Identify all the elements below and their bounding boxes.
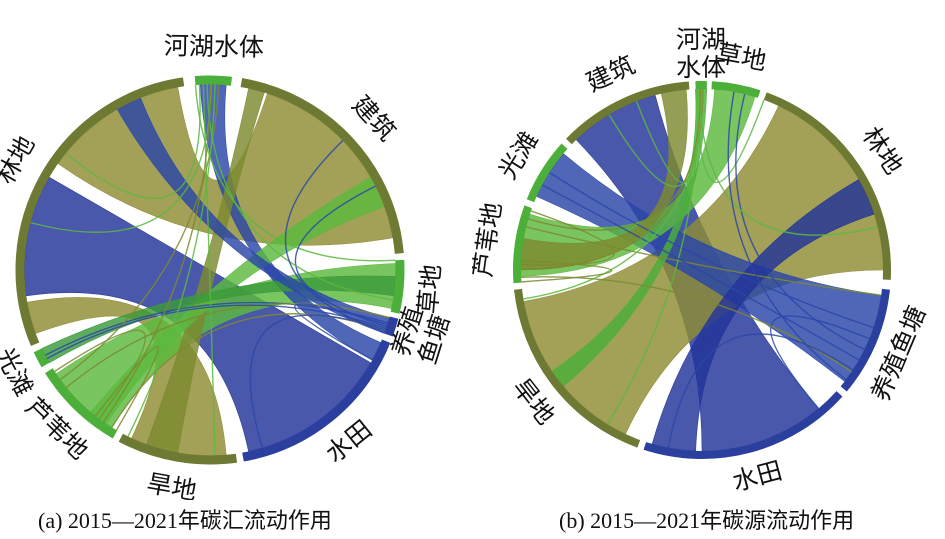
arc-caodi	[390, 259, 405, 314]
flow-streak	[667, 333, 854, 448]
arc-yangzhi	[384, 316, 399, 337]
label-shuitian: 水田	[729, 456, 785, 497]
flow-ribbon-yangzhi-lindi	[116, 97, 390, 334]
label-jianzhu: 建筑	[346, 90, 401, 146]
flow-streak	[521, 259, 613, 283]
flow-streak	[94, 345, 160, 431]
flow-streak	[194, 85, 396, 262]
flow-streak	[65, 303, 390, 388]
flow-streaks	[520, 88, 882, 448]
flow-streak	[127, 84, 216, 437]
label-handi: 旱地	[145, 469, 199, 500]
flow-ribbon-guangtan-caodi	[41, 275, 396, 364]
label-lindi: 林地	[857, 122, 909, 180]
label-luwei: 芦苇地	[472, 201, 507, 279]
flow-streak	[520, 89, 702, 270]
flow-streak	[65, 84, 201, 200]
flow-streak	[770, 315, 870, 409]
flow-streak	[54, 329, 146, 420]
arc-handi	[514, 288, 641, 448]
arc-lindi	[15, 77, 185, 346]
caption-a: (a) 2015—2021年碳汇流动作用	[38, 508, 332, 533]
flow-ribbon-hehu-handi	[551, 88, 708, 387]
flow-streak	[30, 84, 212, 233]
flow-streak	[526, 226, 882, 297]
arc-shuitian	[643, 391, 843, 459]
label-guangtan: 光滩	[0, 343, 39, 401]
flow-streak	[206, 84, 394, 301]
arc-hehu	[194, 75, 233, 86]
label-hehu: 河湖水体	[676, 25, 726, 82]
flow-streak	[523, 88, 703, 300]
flow-ribbon-jianzhu-luwei	[520, 89, 688, 271]
arc-caodi	[711, 81, 761, 98]
flow-streak	[46, 304, 387, 360]
flow-streak	[202, 84, 216, 456]
label-lindi: 林地	[0, 131, 40, 189]
arc-jianzhu	[240, 78, 404, 254]
arc-jianzhu	[566, 81, 690, 145]
flow-ribbon-yangzhi-guangtan	[536, 153, 882, 382]
arc-yangzhi	[840, 288, 890, 392]
arc-shuitian	[242, 339, 391, 462]
category-arcs	[513, 81, 891, 459]
flow-streak	[102, 84, 212, 423]
flow-streak	[521, 210, 615, 266]
flow-streak	[727, 91, 847, 381]
arc-luwei	[513, 205, 532, 284]
arc-handi	[118, 433, 238, 465]
flow-streak	[541, 184, 860, 361]
flow-ribbon-hehu-shuitian	[199, 84, 382, 361]
caption-b: (b) 2015—2021年碳源流动作用	[559, 508, 855, 533]
arc-guangtan	[526, 143, 568, 203]
flow-streak	[294, 303, 388, 361]
flow-streak	[549, 171, 874, 329]
flow-streak	[735, 93, 865, 351]
flow-ribbon-jianzhu-handi	[146, 88, 265, 454]
flow-streak	[249, 314, 386, 449]
arc-guangtan	[33, 348, 50, 368]
ribbons	[520, 88, 884, 452]
flow-streak	[59, 84, 220, 381]
flow-streaks	[30, 84, 396, 456]
arc-luwei	[45, 368, 118, 439]
flow-streak	[698, 89, 878, 236]
label-hehu: 河湖水体	[164, 31, 265, 62]
flow-ribbon-luwei-jianzhu	[90, 176, 385, 425]
label-guangtan: 光滩	[493, 126, 544, 184]
arc-lindi	[763, 92, 891, 280]
flow-streak	[294, 185, 387, 328]
category-arcs	[15, 75, 405, 465]
label-caodi: 草地	[413, 263, 446, 315]
panel-b: 河湖水体 草地 林地 养殖鱼塘 水田 旱地 芦苇地 光滩 建筑	[472, 0, 945, 500]
flow-streak	[284, 140, 386, 333]
label-jianzhu: 建筑	[582, 50, 640, 97]
panel-a: 河湖水体 建筑 草地 养殖鱼塘 水田 旱地 芦苇地 光滩 林地	[0, 0, 472, 500]
